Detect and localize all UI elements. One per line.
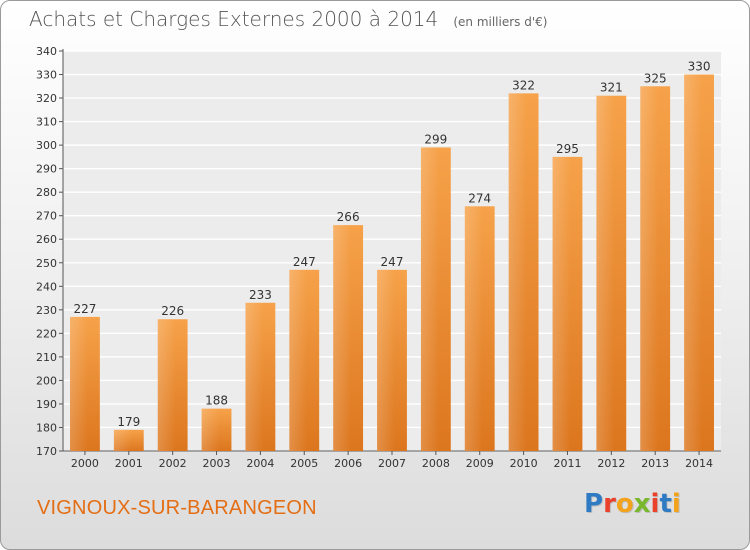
y-tick-label: 240 <box>36 280 57 293</box>
y-tick-label: 230 <box>36 304 57 317</box>
y-tick-label: 310 <box>36 116 57 129</box>
chart-title: Achats et Charges Externes 2000 à 2014 (… <box>29 7 547 31</box>
data-label: 330 <box>688 60 711 74</box>
y-tick-label: 250 <box>36 257 57 270</box>
x-tick-label: 2002 <box>159 457 187 470</box>
data-label: 295 <box>556 142 579 156</box>
x-tick-label: 2011 <box>553 457 581 470</box>
y-tick-label: 200 <box>36 374 57 387</box>
data-label: 325 <box>644 71 667 85</box>
logo-letter: r <box>603 489 616 519</box>
x-tick-label: 2010 <box>510 457 538 470</box>
data-label: 247 <box>381 255 404 269</box>
data-label: 247 <box>293 255 316 269</box>
bar-highlight <box>113 429 144 451</box>
x-tick-label: 2008 <box>422 457 450 470</box>
bar-highlight <box>289 269 320 451</box>
x-tick-label: 2001 <box>115 457 143 470</box>
logo-letter: P <box>584 489 604 519</box>
y-tick-label: 330 <box>36 69 57 82</box>
data-label: 188 <box>205 394 228 408</box>
y-tick-label: 220 <box>36 327 57 340</box>
x-tick-label: 2014 <box>685 457 713 470</box>
logo-letter: x <box>633 489 651 519</box>
bar-highlight <box>596 95 627 452</box>
chart-unit-label: (en milliers d'€) <box>453 15 548 29</box>
bar-highlight <box>684 74 714 451</box>
data-label: 266 <box>337 210 360 224</box>
data-label: 274 <box>468 191 491 205</box>
y-tick-label: 280 <box>36 186 57 199</box>
y-tick-label: 320 <box>36 92 57 105</box>
y-tick-label: 260 <box>36 233 57 246</box>
bar-highlight <box>552 156 583 451</box>
bar-highlight <box>464 206 495 451</box>
bar-highlight <box>640 86 671 451</box>
x-tick-label: 2006 <box>334 457 362 470</box>
data-label: 179 <box>117 415 140 429</box>
bar-highlight <box>201 408 232 451</box>
y-tick-label: 190 <box>36 398 57 411</box>
y-tick-label: 340 <box>36 45 57 58</box>
y-tick-label: 290 <box>36 163 57 176</box>
x-tick-label: 2009 <box>466 457 494 470</box>
data-label: 233 <box>249 288 272 302</box>
data-label: 321 <box>600 81 623 95</box>
x-tick-label: 2003 <box>203 457 231 470</box>
x-tick-label: 2013 <box>641 457 669 470</box>
y-tick-label: 270 <box>36 210 57 223</box>
x-tick-label: 2007 <box>378 457 406 470</box>
data-label: 226 <box>161 304 184 318</box>
y-tick-label: 210 <box>36 351 57 364</box>
x-tick-label: 2012 <box>597 457 625 470</box>
x-tick-label: 2005 <box>290 457 318 470</box>
bar-highlight <box>245 302 276 451</box>
x-tick-label: 2000 <box>71 457 99 470</box>
commune-name: VIGNOUX-SUR-BARANGEON <box>37 497 317 519</box>
y-tick-label: 300 <box>36 139 57 152</box>
y-tick-label: 170 <box>36 445 57 458</box>
proxiti-logo: Proxiti <box>584 489 681 519</box>
bar-highlight <box>157 319 188 451</box>
data-label: 299 <box>424 132 447 146</box>
logo-letter: o <box>615 489 634 519</box>
logo-letter: t <box>659 489 672 519</box>
logo-letter: i <box>650 489 660 519</box>
data-label: 322 <box>512 78 535 92</box>
chart-title-text: Achats et Charges Externes 2000 à 2014 <box>29 7 439 31</box>
bar-highlight <box>508 93 539 452</box>
data-label: 227 <box>73 302 96 316</box>
bar-highlight <box>70 316 100 451</box>
x-tick-label: 2004 <box>246 457 274 470</box>
logo-letter: i <box>671 489 681 519</box>
bar-highlight <box>377 269 407 451</box>
bar-highlight <box>333 225 364 451</box>
y-tick-label: 180 <box>36 421 57 434</box>
bar-highlight <box>420 147 451 451</box>
